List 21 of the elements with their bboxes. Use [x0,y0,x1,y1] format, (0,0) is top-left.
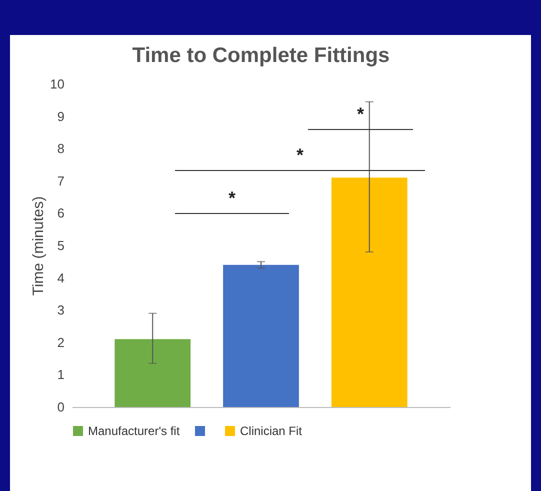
y-tick-label: 4 [57,270,64,286]
y-tick-label: 3 [57,302,64,318]
y-tick-label: 5 [57,238,64,253]
y-tick-label: 6 [57,206,64,221]
annotation: * [228,188,236,209]
y-tick-label: 10 [50,76,64,92]
y-tick-label: 9 [57,108,64,124]
y-tick-label: 0 [57,400,64,414]
annotation: * [296,145,304,166]
legend-label: Manufacturer's fit [88,424,180,438]
y-axis-title: Time (minutes) [30,196,48,296]
bar [114,339,191,407]
legend-label: Clinician Fit [240,424,303,438]
bar [331,178,408,407]
y-tick-label: 8 [57,141,64,156]
y-tick-label: 1 [57,367,64,382]
y-tick-label: 7 [57,173,64,188]
chart-title: Time to Complete Fittings [132,44,390,67]
annotation: * [356,104,364,125]
bar [223,264,299,407]
y-tick-label: 2 [57,334,64,350]
